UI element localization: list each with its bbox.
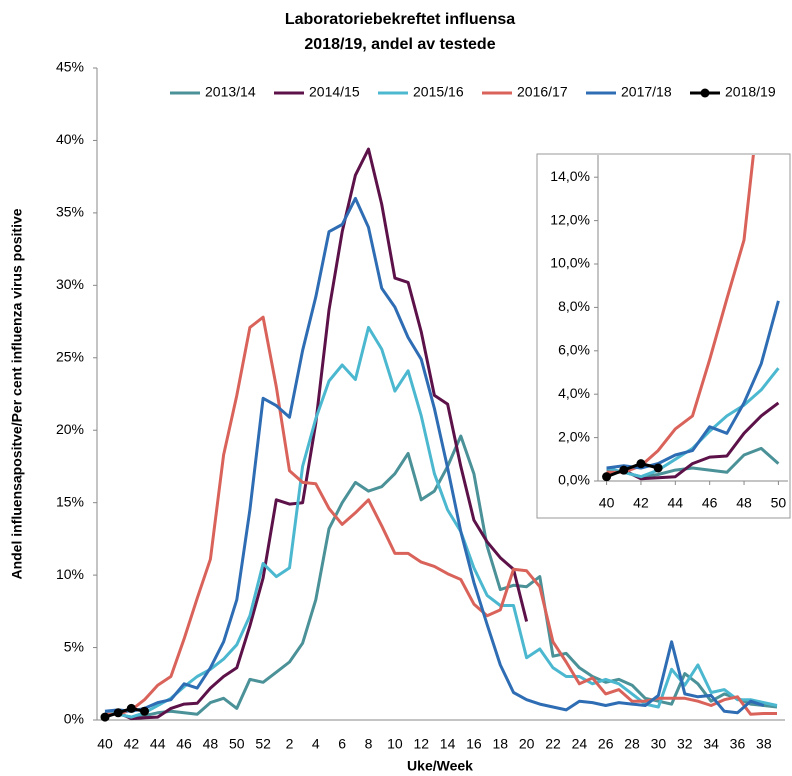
inset-x-tick-label: 46 [702, 495, 718, 511]
y-tick-label: 35% [56, 204, 84, 220]
y-tick-label: 25% [56, 348, 84, 364]
series-line [104, 434, 778, 719]
inset-y-tick-label: 6,0% [558, 342, 590, 358]
series-line [105, 315, 777, 716]
x-tick-label: 40 [97, 736, 113, 752]
x-tick-label: 42 [124, 736, 140, 752]
x-tick-label: 24 [572, 736, 588, 752]
y-tick-label: 40% [56, 131, 84, 147]
x-tick-label: 48 [203, 736, 219, 752]
x-axis-label: Uke/Week [407, 758, 473, 774]
legend-label: 2014/15 [309, 84, 360, 100]
y-tick-label: 15% [56, 493, 84, 509]
inset-y-tick-label: 10,0% [550, 255, 590, 271]
x-tick-label: 26 [598, 736, 614, 752]
legend-marker [700, 88, 710, 98]
x-tick-label: 44 [150, 736, 166, 752]
inset-y-tick-label: 12,0% [550, 211, 590, 227]
x-tick-label: 34 [703, 736, 719, 752]
x-tick-label: 28 [624, 736, 640, 752]
inset-y-tick-label: 4,0% [558, 385, 590, 401]
x-tick-label: 20 [519, 736, 535, 752]
point [619, 465, 629, 475]
x-tick-label: 50 [229, 736, 245, 752]
y-tick-label: 20% [56, 421, 84, 437]
point [113, 708, 123, 718]
x-tick-label: 52 [255, 736, 271, 752]
inset-y-tick-label: 8,0% [558, 298, 590, 314]
legend-label: 2017/18 [621, 84, 672, 100]
inset-y-tick-label: 2,0% [558, 428, 590, 444]
point [636, 459, 646, 469]
x-tick-label: 30 [651, 736, 667, 752]
inset-y-tick-label: 14,0% [550, 168, 590, 184]
point [653, 463, 663, 473]
x-tick-label: 16 [466, 736, 482, 752]
series-line [104, 706, 145, 719]
chart-title: 2018/19, andel av testede [304, 36, 495, 53]
x-tick-label: 2 [286, 736, 294, 752]
inset-x-tick-label: 42 [633, 495, 649, 511]
legend-label: 2015/16 [413, 84, 464, 100]
x-tick-label: 4 [312, 736, 320, 752]
inset-series-line [606, 462, 659, 479]
point [140, 706, 150, 716]
inset-x-tick-label: 50 [771, 495, 787, 511]
legend-label: 2013/14 [205, 84, 256, 100]
inset-x-tick-label: 44 [668, 495, 684, 511]
x-tick-label: 12 [413, 736, 429, 752]
series-line [104, 147, 529, 721]
x-tick-label: 14 [440, 736, 456, 752]
legend-label: 2018/19 [725, 84, 776, 100]
x-tick-label: 10 [387, 736, 403, 752]
x-tick-label: 32 [677, 736, 693, 752]
x-tick-label: 46 [176, 736, 192, 752]
x-tick-label: 36 [730, 736, 746, 752]
inset-y-tick-label: 0,0% [558, 472, 590, 488]
y-tick-label: 45% [56, 59, 84, 75]
series-line [104, 196, 765, 715]
point [100, 712, 110, 722]
chart-title: Laboratoriebekreftet influensa [285, 11, 515, 28]
y-tick-label: 0% [64, 711, 84, 727]
inset-x-tick-label: 48 [736, 495, 752, 511]
x-tick-label: 38 [756, 736, 772, 752]
point [126, 703, 136, 713]
y-tick-label: 10% [56, 566, 84, 582]
y-tick-label: 30% [56, 276, 84, 292]
inset-x-tick-label: 40 [599, 495, 615, 511]
x-tick-label: 22 [545, 736, 561, 752]
y-tick-label: 5% [64, 638, 84, 654]
x-tick-label: 6 [338, 736, 346, 752]
x-tick-label: 18 [493, 736, 509, 752]
legend-label: 2016/17 [517, 84, 568, 100]
series-line [104, 325, 778, 719]
x-tick-label: 8 [365, 736, 373, 752]
inset-frame [536, 153, 791, 519]
y-axis-label: Andel influensapositve/Per cent influenz… [9, 208, 25, 579]
point [602, 472, 612, 482]
